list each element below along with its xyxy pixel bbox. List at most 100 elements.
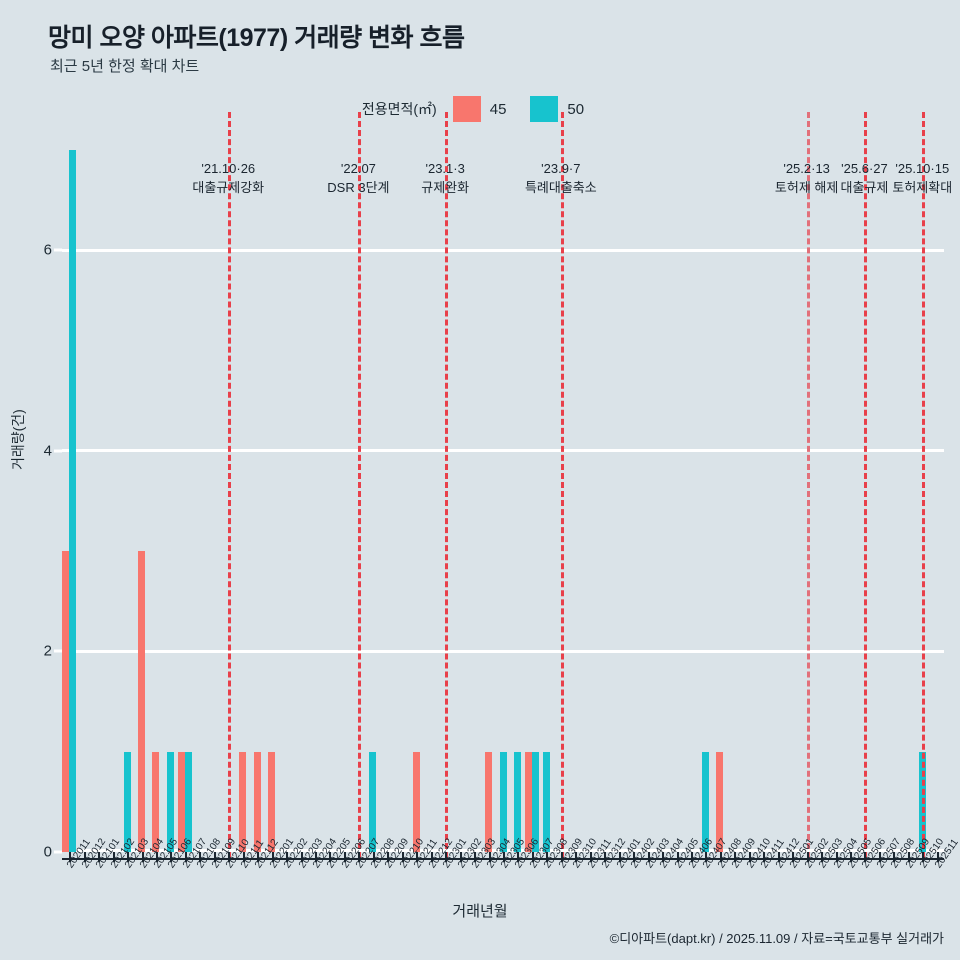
y-axis-tick-label: 4 [43, 442, 52, 460]
x-axis-tick-mark [517, 852, 520, 862]
annotation-text: 토허제 해제 [774, 179, 839, 195]
annotation-label-202301: '23.1·3 규제완화 [421, 160, 469, 198]
x-axis-tick-mark [821, 852, 824, 862]
bar-202107-50[interactable] [184, 751, 192, 852]
x-axis-tick-mark [560, 852, 563, 862]
annotation-text: DSR 3단계 [327, 179, 390, 195]
x-axis-tick-mark [329, 852, 332, 862]
annotation-date: '25.2·13 [783, 161, 830, 176]
x-axis-tick-mark [213, 852, 216, 862]
x-axis-tick-mark [300, 852, 303, 862]
x-axis-tick-mark [777, 852, 780, 862]
x-axis-tick-mark [459, 852, 462, 862]
gridline [62, 248, 944, 252]
bar-202306-50[interactable] [513, 751, 521, 852]
x-axis-tick-mark [690, 852, 693, 862]
x-axis-tick-mark [315, 852, 318, 862]
annotation-line-202502 [806, 112, 810, 858]
bar-202208-50[interactable] [369, 751, 377, 852]
y-axis-tick-label: 6 [43, 241, 52, 259]
bar-202304-45[interactable] [485, 751, 493, 852]
annotation-label-202502: '25.2·13 토허제 해제 [775, 160, 838, 198]
x-axis-tick-mark [633, 852, 636, 862]
x-axis-tick-mark [141, 852, 144, 862]
x-axis-tick-mark [878, 852, 881, 862]
annotation-date: '22.07 [340, 161, 376, 176]
legend-item-45[interactable]: 45 [452, 96, 506, 122]
legend-item-label: 50 [567, 100, 585, 118]
bar-202201-45[interactable] [268, 751, 276, 852]
x-axis-tick-mark [155, 852, 158, 862]
x-axis-tick-mark [531, 852, 534, 862]
bar-202305-50[interactable] [499, 751, 507, 852]
bar-202307-45[interactable] [524, 751, 532, 852]
x-axis-tick-mark [922, 852, 925, 862]
x-axis-tick-mark [936, 852, 939, 862]
bar-202104-45[interactable] [138, 551, 146, 852]
y-axis-tick-mark [54, 449, 62, 453]
page-subtitle: 최근 5년 한정 확대 차트 [50, 58, 200, 75]
bar-202111-45[interactable] [239, 751, 247, 852]
annotation-line-202506 [864, 112, 868, 858]
x-axis-tick-mark [445, 852, 448, 862]
x-axis-tick-mark [401, 852, 404, 862]
chart-footer: ©디아파트(dapt.kr) / 2025.11.09 / 자료=국토교통부 실… [609, 931, 944, 946]
x-axis-tick-mark [748, 852, 751, 862]
y-axis-tick-mark [54, 850, 62, 854]
x-axis-tick-mark [430, 852, 433, 862]
x-axis-tick-mark [387, 852, 390, 862]
x-axis-tick-mark [835, 852, 838, 862]
annotation-label-202110: '21.10·26 대출규제강화 [192, 160, 264, 198]
x-axis-tick-mark [705, 852, 708, 862]
bar-202408-45[interactable] [716, 751, 724, 852]
x-axis-tick-mark [719, 852, 722, 862]
annotation-date: '25.10·15 [895, 161, 950, 176]
x-axis-tick-mark [69, 852, 72, 862]
bar-202112-45[interactable] [253, 751, 261, 852]
x-axis-tick-mark [474, 852, 477, 862]
x-axis-tick-mark [98, 852, 101, 862]
annotation-date: '23.1·3 [425, 161, 465, 176]
bar-202307-50[interactable] [531, 751, 539, 852]
x-axis-tick-mark [734, 852, 737, 862]
x-axis-tick-mark [864, 852, 867, 862]
x-axis-tick-mark [170, 852, 173, 862]
bar-202106-50[interactable] [166, 751, 174, 852]
y-axis-tick-label: 2 [43, 642, 52, 660]
annotation-date: '21.10·26 [201, 161, 256, 176]
x-axis-tick-mark [343, 852, 346, 862]
annotation-date: '25.6·27 [841, 161, 888, 176]
y-axis-tick-mark [54, 649, 62, 653]
page-title: 망미 오양 아파트(1977) 거래량 변화 흐름 [48, 24, 465, 52]
x-axis-tick-mark [271, 852, 274, 862]
y-axis-tick-label: 0 [43, 843, 52, 861]
x-axis-tick-mark [184, 852, 187, 862]
annotation-label-202309: '23.9·7 특례대출축소 [525, 160, 597, 198]
x-axis-tick-mark [503, 852, 505, 862]
legend-item-50[interactable]: 50 [530, 96, 584, 122]
bar-202407-50[interactable] [701, 751, 709, 852]
bar-202105-45[interactable] [152, 751, 160, 852]
x-axis-tick-mark [618, 852, 621, 862]
annotation-label-202510: '25.10·15 토허제확대 [892, 160, 952, 198]
x-axis-tick-mark [792, 852, 795, 862]
chart-legend: 전용면적(㎡) 45 50 [0, 96, 960, 122]
bar-202011-50[interactable] [69, 150, 77, 852]
bar-202211-45[interactable] [412, 751, 420, 852]
bar-202107-45[interactable] [177, 751, 185, 852]
x-axis-tick-mark [763, 852, 766, 862]
x-axis-tick-mark [127, 852, 130, 862]
plot-area: 0 2 4 6 [44, 112, 944, 861]
x-axis-tick-mark [806, 852, 809, 862]
legend-swatch-icon [530, 96, 559, 122]
x-axis-tick-mark [676, 852, 679, 862]
bar-202011-45[interactable] [62, 551, 70, 852]
bar-202103-50[interactable] [123, 751, 131, 852]
gridline [62, 649, 944, 653]
x-axis-tick-mark [488, 852, 491, 862]
annotation-text: 규제완화 [421, 179, 470, 195]
x-axis-tick-mark [850, 852, 853, 862]
x-axis-tick-mark [83, 852, 86, 862]
annotation-date: '23.9·7 [541, 161, 581, 176]
bar-202308-50[interactable] [542, 751, 550, 852]
